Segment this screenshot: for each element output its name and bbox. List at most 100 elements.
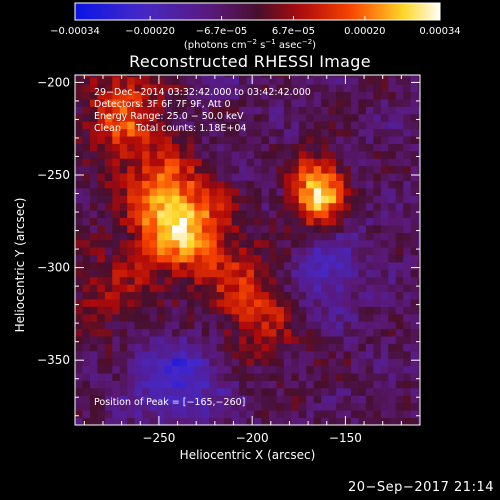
heatmap-cell	[82, 358, 91, 367]
heatmap-cell	[403, 217, 412, 226]
heatmap-cell	[418, 239, 420, 248]
heatmap-cell	[246, 313, 255, 322]
heatmap-cell	[365, 128, 374, 137]
heatmap-cell	[373, 187, 382, 196]
heatmap-cell	[365, 210, 374, 218]
heatmap-cell	[186, 269, 195, 278]
heatmap-cell	[395, 321, 404, 330]
heatmap-cell	[201, 254, 210, 263]
heatmap-cell	[216, 321, 225, 330]
heatmap-cell	[164, 373, 173, 381]
heatmap-cell	[216, 136, 225, 144]
heatmap-cell	[97, 402, 106, 411]
heatmap-cell	[157, 254, 165, 263]
heatmap-cell	[313, 395, 322, 404]
heatmap-cell	[403, 195, 412, 204]
heatmap-cell	[276, 195, 285, 204]
heatmap-cell	[276, 136, 285, 144]
heatmap-cell	[82, 210, 91, 218]
heatmap-cell	[321, 113, 330, 122]
heatmap-cell	[164, 202, 173, 211]
heatmap-cell	[142, 254, 150, 263]
heatmap-cell	[164, 417, 173, 425]
heatmap-cell	[388, 128, 397, 137]
heatmap-cell	[358, 76, 367, 85]
heatmap-cell	[388, 239, 397, 248]
heatmap-cell	[157, 343, 165, 352]
heatmap-cell	[134, 321, 143, 330]
heatmap-cell	[313, 328, 322, 337]
heatmap-cell	[209, 306, 218, 315]
heatmap-cell	[209, 217, 218, 226]
heatmap-cell	[343, 202, 352, 211]
heatmap-cell	[373, 402, 382, 411]
heatmap-cell	[403, 84, 412, 93]
heatmap-cell	[276, 202, 285, 211]
heatmap-cell	[112, 395, 121, 404]
heatmap-cell	[82, 150, 91, 159]
heatmap-cell	[268, 321, 277, 330]
heatmap-cell	[112, 136, 121, 144]
heatmap-cell	[291, 373, 300, 381]
heatmap-cell	[179, 402, 188, 411]
heatmap-cell	[82, 410, 91, 418]
heatmap-cell	[127, 402, 136, 411]
heatmap-cell	[104, 158, 113, 167]
heatmap-cell	[403, 395, 412, 404]
heatmap-cell	[82, 343, 91, 352]
heatmap-cell	[179, 121, 188, 130]
heatmap-cell	[201, 165, 210, 174]
heatmap-cell	[89, 387, 98, 396]
heatmap-cell	[373, 165, 382, 174]
timestamp-footer: 20−Sep−2017 21:14	[347, 480, 494, 495]
heatmap-cell	[201, 210, 210, 218]
heatmap-cell	[388, 91, 397, 100]
heatmap-cell	[171, 128, 180, 137]
heatmap-cell	[82, 76, 91, 85]
heatmap-cell	[127, 99, 136, 107]
heatmap-cell	[209, 136, 218, 144]
heatmap-cell	[179, 306, 188, 315]
heatmap-cell	[276, 173, 285, 181]
heatmap-cell	[298, 387, 307, 396]
heatmap-cell	[134, 380, 143, 389]
heatmap-cell	[388, 158, 397, 167]
heatmap-cell	[231, 91, 240, 100]
heatmap-cell	[127, 306, 136, 315]
heatmap-cell	[388, 313, 397, 322]
heatmap-cell	[179, 395, 188, 404]
heatmap-cell	[410, 217, 419, 226]
heatmap-cell	[186, 395, 195, 404]
heatmap-cell	[209, 336, 218, 344]
heatmap-cell	[298, 417, 307, 425]
heatmap-cell	[224, 210, 233, 218]
heatmap-cell	[231, 269, 240, 278]
heatmap-cell	[328, 291, 337, 300]
heatmap-cell	[194, 239, 203, 248]
heatmap-cell	[157, 350, 165, 359]
heatmap-cell	[268, 395, 277, 404]
heatmap-cell	[373, 202, 382, 211]
heatmap-cell	[410, 306, 419, 315]
heatmap-cell	[171, 84, 180, 93]
heatmap-cell	[418, 269, 420, 278]
heatmap-cell	[82, 387, 91, 396]
heatmap-cell	[194, 343, 203, 352]
heatmap-cell	[388, 350, 397, 359]
heatmap-cell	[343, 232, 352, 241]
heatmap-cell	[283, 150, 292, 159]
heatmap-cell	[321, 410, 330, 418]
heatmap-cell	[231, 262, 240, 270]
heatmap-cell	[209, 143, 218, 152]
heatmap-cell	[149, 195, 158, 204]
heatmap-cell	[239, 143, 247, 152]
heatmap-cell	[82, 180, 91, 189]
heatmap-cell	[142, 84, 150, 93]
heatmap-cell	[313, 180, 322, 189]
heatmap-cell	[336, 150, 344, 159]
heatmap-cell	[395, 402, 404, 411]
heatmap-cell	[328, 158, 337, 167]
heatmap-cell	[97, 380, 106, 389]
heatmap-cell	[89, 299, 98, 307]
heatmap-cell	[358, 202, 367, 211]
